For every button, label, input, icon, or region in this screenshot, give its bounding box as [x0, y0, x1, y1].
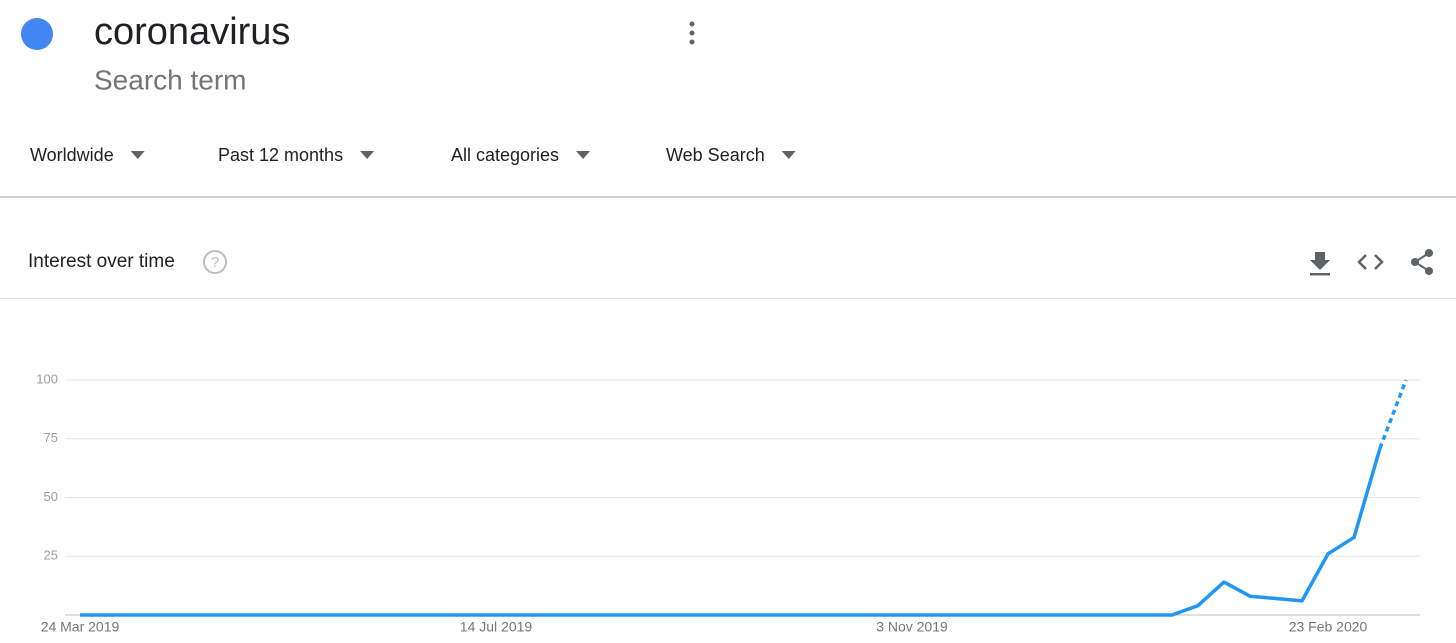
embed-icon[interactable]: [1357, 254, 1384, 270]
trend-line: [80, 447, 1382, 617]
y-tick-label: 25: [44, 548, 58, 563]
dropdown-arrow: [781, 151, 796, 159]
divider: [0, 298, 1456, 299]
term-subtitle: Search term: [94, 64, 247, 95]
svg-text:?: ?: [211, 254, 219, 271]
filter-dropdown[interactable]: Web Search: [666, 145, 765, 165]
filter-dropdown[interactable]: All categories: [451, 145, 559, 165]
section-title: Interest over time: [28, 251, 175, 272]
dropdown-arrow: [576, 151, 591, 159]
filter-dropdown[interactable]: Worldwide: [30, 145, 114, 165]
filter-dropdown[interactable]: Past 12 months: [218, 145, 343, 165]
term-color-dot: [21, 18, 53, 50]
y-tick-label: 100: [36, 371, 58, 386]
dropdown-arrow: [360, 151, 375, 159]
x-tick-label: 24 Mar 2019: [41, 619, 120, 635]
x-tick-label: 3 Nov 2019: [876, 619, 948, 635]
trend-line-partial: [1378, 379, 1408, 449]
download-icon[interactable]: [1310, 252, 1330, 276]
x-tick-label: 23 Feb 2020: [1289, 619, 1368, 635]
filters-bar: Worldwide Past 12 months All categories Web…: [30, 145, 796, 165]
dropdown-arrow: [130, 151, 145, 159]
y-tick-label: 75: [44, 430, 58, 445]
more-menu[interactable]: [689, 21, 695, 45]
divider: [0, 196, 1456, 198]
x-tick-label: 14 Jul 2019: [460, 619, 533, 635]
y-tick-label: 50: [44, 489, 58, 504]
help-icon[interactable]: ?: [203, 250, 227, 274]
share-icon[interactable]: [1411, 249, 1433, 275]
term-title: coronavirus: [94, 11, 290, 53]
